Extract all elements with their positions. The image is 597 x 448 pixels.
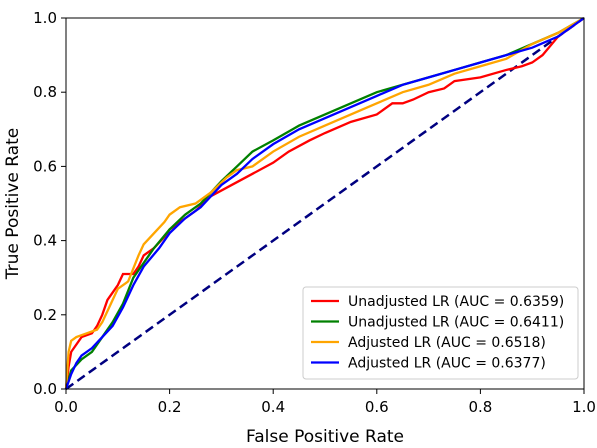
legend-entry-label: Unadjusted LR (AUC = 0.6359) [348,294,564,310]
y-axis-ticks: 0.0 0.2 0.4 0.6 0.8 1.0 [33,9,66,398]
y-axis-label: True Positive Rate [3,128,23,280]
x-tick-label: 0.8 [468,398,492,416]
x-tick-label: 0.0 [54,398,78,416]
y-tick-label: 0.8 [33,83,57,101]
y-tick-label: 0.6 [33,157,57,175]
x-tick-label: 0.6 [365,398,389,416]
legend-entry-label: Adjusted LR (AUC = 0.6518) [348,335,546,351]
series-line-2 [64,17,585,390]
legend: Unadjusted LR (AUC = 0.6359) Unadjusted L… [302,286,579,380]
x-tick-label: 0.4 [261,398,285,416]
x-tick-label: 1.0 [572,398,596,416]
y-tick-label: 0.0 [33,380,57,398]
x-axis-label: False Positive Rate [246,427,404,447]
chance-diagonal-line [65,16,585,391]
series-line-3 [64,17,585,390]
legend-entry-label: Adjusted LR (AUC = 0.6377) [348,356,546,372]
y-tick-label: 0.4 [33,232,57,250]
series-line-0 [64,17,585,390]
plot-frame [65,17,585,390]
y-tick-label: 1.0 [33,9,57,27]
legend-entry-label: Unadjusted LR (AUC = 0.6411) [348,315,564,331]
x-axis-ticks: 0.0 0.2 0.4 0.6 0.8 1.0 [54,389,596,416]
x-tick-label: 0.2 [158,398,182,416]
legend-box [302,286,579,380]
y-tick-label: 0.2 [33,306,57,324]
plot-lines [64,16,585,391]
